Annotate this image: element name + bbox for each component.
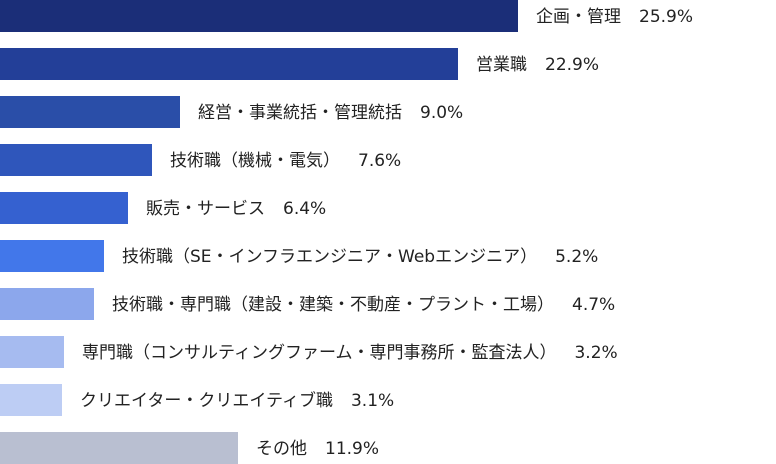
value-label: 7.6%	[358, 151, 401, 171]
bar-label: 企画・管理 25.9%	[536, 7, 693, 27]
category-label: 技術職（機械・電気）	[170, 151, 340, 171]
bar	[0, 96, 180, 128]
value-label: 6.4%	[283, 199, 326, 219]
category-label: 技術職・専門職（建設・建築・不動産・プラント・工場）	[112, 295, 554, 315]
bar-label: 専門職（コンサルティングファーム・専門事務所・監査法人） 3.2%	[82, 343, 618, 363]
value-label: 22.9%	[545, 55, 599, 75]
bar-label: その他 11.9%	[256, 439, 379, 459]
bar	[0, 192, 128, 224]
bar-label: 営業職 22.9%	[476, 55, 599, 75]
bar-label: 技術職（SE・インフラエンジニア・Webエンジニア） 5.2%	[122, 247, 598, 267]
value-label: 3.2%	[574, 343, 617, 363]
bar	[0, 432, 238, 464]
value-label: 3.1%	[351, 391, 394, 411]
bar	[0, 336, 64, 368]
bar-label: 経営・事業統括・管理統括 9.0%	[198, 103, 463, 123]
value-label: 4.7%	[572, 295, 615, 315]
bar-label: 販売・サービス 6.4%	[146, 199, 326, 219]
category-label: 販売・サービス	[146, 199, 265, 219]
value-label: 11.9%	[325, 439, 379, 459]
value-label: 5.2%	[555, 247, 598, 267]
bar-label: 技術職（機械・電気） 7.6%	[170, 151, 401, 171]
category-label: 専門職（コンサルティングファーム・専門事務所・監査法人）	[82, 343, 556, 363]
category-label: その他	[256, 439, 307, 459]
bar	[0, 0, 518, 32]
bar	[0, 288, 94, 320]
bar-label: クリエイター・クリエイティブ職 3.1%	[80, 390, 394, 411]
value-label: 25.9%	[639, 7, 693, 27]
category-label: 営業職	[476, 55, 527, 75]
category-label: 経営・事業統括・管理統括	[198, 103, 402, 123]
category-label: 技術職（SE・インフラエンジニア・Webエンジニア）	[122, 247, 537, 267]
bar	[0, 384, 62, 416]
bar	[0, 144, 152, 176]
value-label: 9.0%	[420, 103, 463, 123]
bar	[0, 48, 458, 80]
category-label: 企画・管理	[536, 7, 621, 27]
category-label: クリエイター・クリエイティブ職	[80, 390, 333, 411]
bar	[0, 240, 104, 272]
bar-label: 技術職・専門職（建設・建築・不動産・プラント・工場） 4.7%	[112, 295, 615, 315]
